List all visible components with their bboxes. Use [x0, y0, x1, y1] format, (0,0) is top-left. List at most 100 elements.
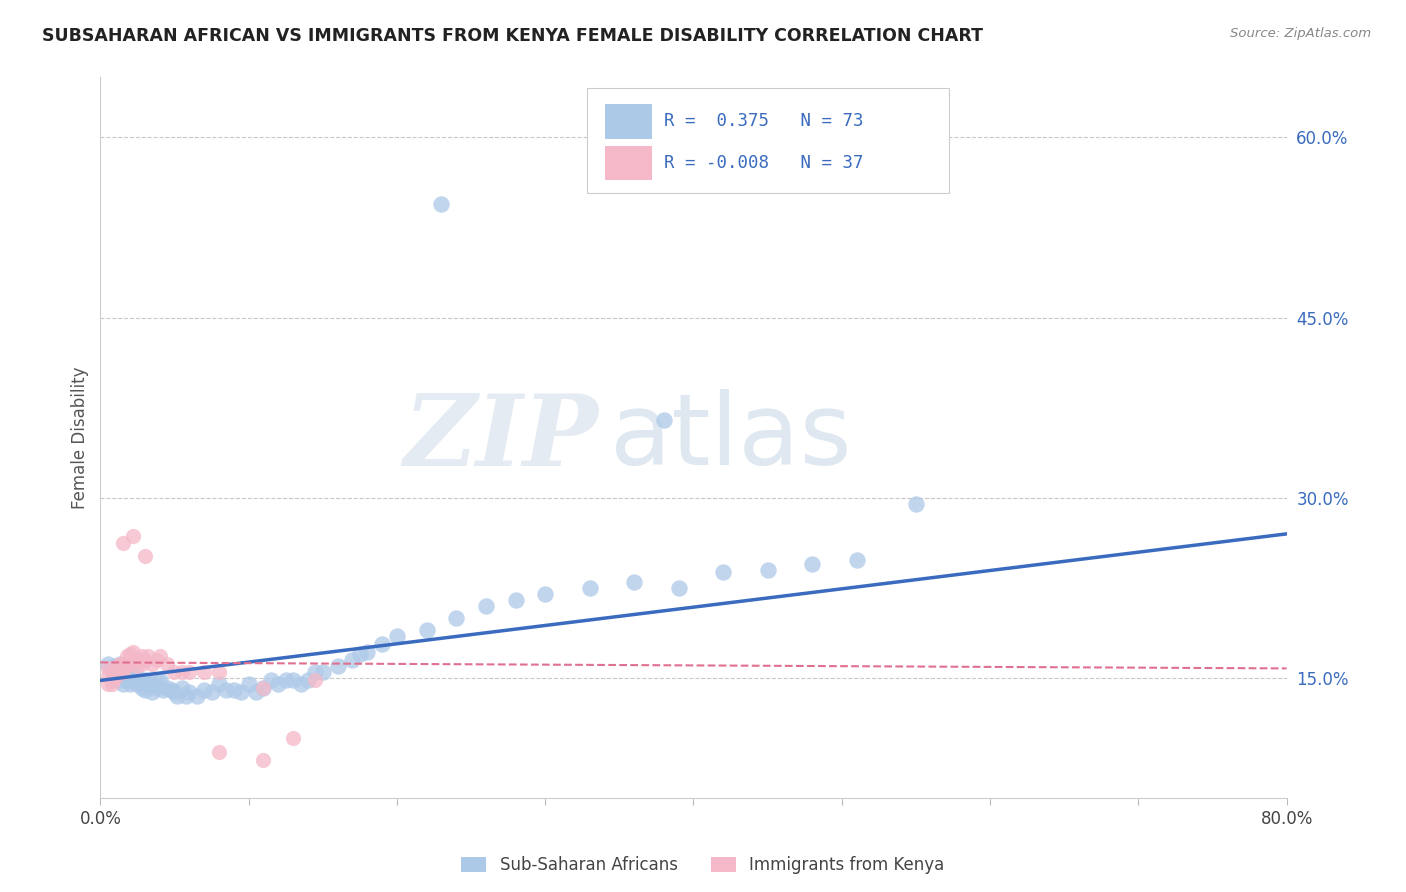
Point [127, 653, 149, 667]
FancyBboxPatch shape [605, 146, 652, 180]
Point [97, 677, 120, 691]
Text: SUBSAHARAN AFRICAN VS IMMIGRANTS FROM KENYA FEMALE DISABILITY CORRELATION CHART: SUBSAHARAN AFRICAN VS IMMIGRANTS FROM KE… [42, 27, 983, 45]
Point [904, 497, 927, 511]
Point [131, 657, 153, 671]
Point [252, 753, 274, 767]
Point [97, 657, 120, 671]
Point [668, 581, 690, 595]
Point [186, 689, 208, 703]
Point [101, 661, 124, 675]
Point [118, 647, 141, 661]
Point [145, 653, 167, 667]
Point [163, 685, 186, 699]
Point [297, 673, 319, 688]
Point [118, 671, 141, 685]
Point [134, 683, 156, 698]
Point [107, 659, 129, 673]
Point [711, 566, 734, 580]
Point [163, 665, 186, 679]
Point [111, 671, 134, 685]
Point [215, 683, 238, 698]
Point [152, 683, 174, 698]
Point [101, 673, 124, 688]
Text: R = -0.008   N = 37: R = -0.008 N = 37 [664, 154, 863, 172]
Point [107, 673, 129, 688]
Y-axis label: Female Disability: Female Disability [72, 367, 89, 509]
Point [267, 677, 290, 691]
Point [111, 677, 134, 691]
Point [356, 644, 378, 658]
Point [801, 557, 824, 571]
Point [131, 681, 153, 695]
Point [222, 683, 245, 698]
Point [193, 683, 215, 698]
Point [108, 665, 131, 679]
Point [179, 685, 201, 699]
Point [274, 673, 297, 688]
FancyBboxPatch shape [605, 104, 652, 138]
Point [281, 731, 304, 745]
Point [107, 665, 129, 679]
Point [122, 673, 145, 688]
Point [415, 623, 437, 637]
Point [127, 677, 149, 691]
Point [141, 657, 163, 671]
Point [652, 413, 675, 427]
Text: atlas: atlas [610, 389, 852, 486]
Point [534, 587, 557, 601]
Point [97, 661, 120, 675]
Point [131, 673, 153, 688]
Point [131, 649, 153, 664]
Point [208, 665, 231, 679]
Point [104, 661, 127, 675]
Point [149, 673, 172, 688]
Point [134, 549, 156, 563]
Point [312, 665, 335, 679]
Point [238, 677, 260, 691]
Point [160, 683, 183, 698]
Point [179, 665, 201, 679]
Text: R =  0.375   N = 73: R = 0.375 N = 73 [664, 112, 863, 129]
Point [104, 665, 127, 679]
Point [200, 685, 222, 699]
Point [118, 657, 141, 671]
Point [101, 665, 124, 679]
Point [111, 657, 134, 671]
Point [208, 677, 231, 691]
Point [845, 553, 868, 567]
Point [156, 681, 179, 695]
Point [108, 657, 131, 671]
Point [245, 685, 267, 699]
Point [156, 657, 179, 671]
Point [122, 668, 145, 682]
Point [127, 671, 149, 685]
Point [304, 673, 326, 688]
FancyBboxPatch shape [586, 88, 949, 193]
Point [170, 665, 193, 679]
Point [756, 563, 779, 577]
Point [107, 661, 129, 675]
Point [104, 671, 127, 685]
Point [349, 647, 371, 661]
Text: Source: ZipAtlas.com: Source: ZipAtlas.com [1230, 27, 1371, 40]
Point [134, 673, 156, 688]
Point [111, 665, 134, 679]
Point [97, 668, 120, 682]
Point [193, 665, 215, 679]
Point [127, 659, 149, 673]
Point [578, 581, 600, 595]
Point [281, 673, 304, 688]
Point [176, 689, 198, 703]
Point [104, 668, 127, 682]
Point [122, 529, 145, 543]
Point [444, 611, 467, 625]
Point [385, 629, 408, 643]
Point [430, 196, 453, 211]
Point [208, 746, 231, 760]
Point [104, 659, 127, 673]
Point [115, 665, 138, 679]
Point [145, 681, 167, 695]
Text: ZIP: ZIP [404, 390, 599, 486]
Point [623, 574, 645, 589]
Point [149, 649, 172, 664]
